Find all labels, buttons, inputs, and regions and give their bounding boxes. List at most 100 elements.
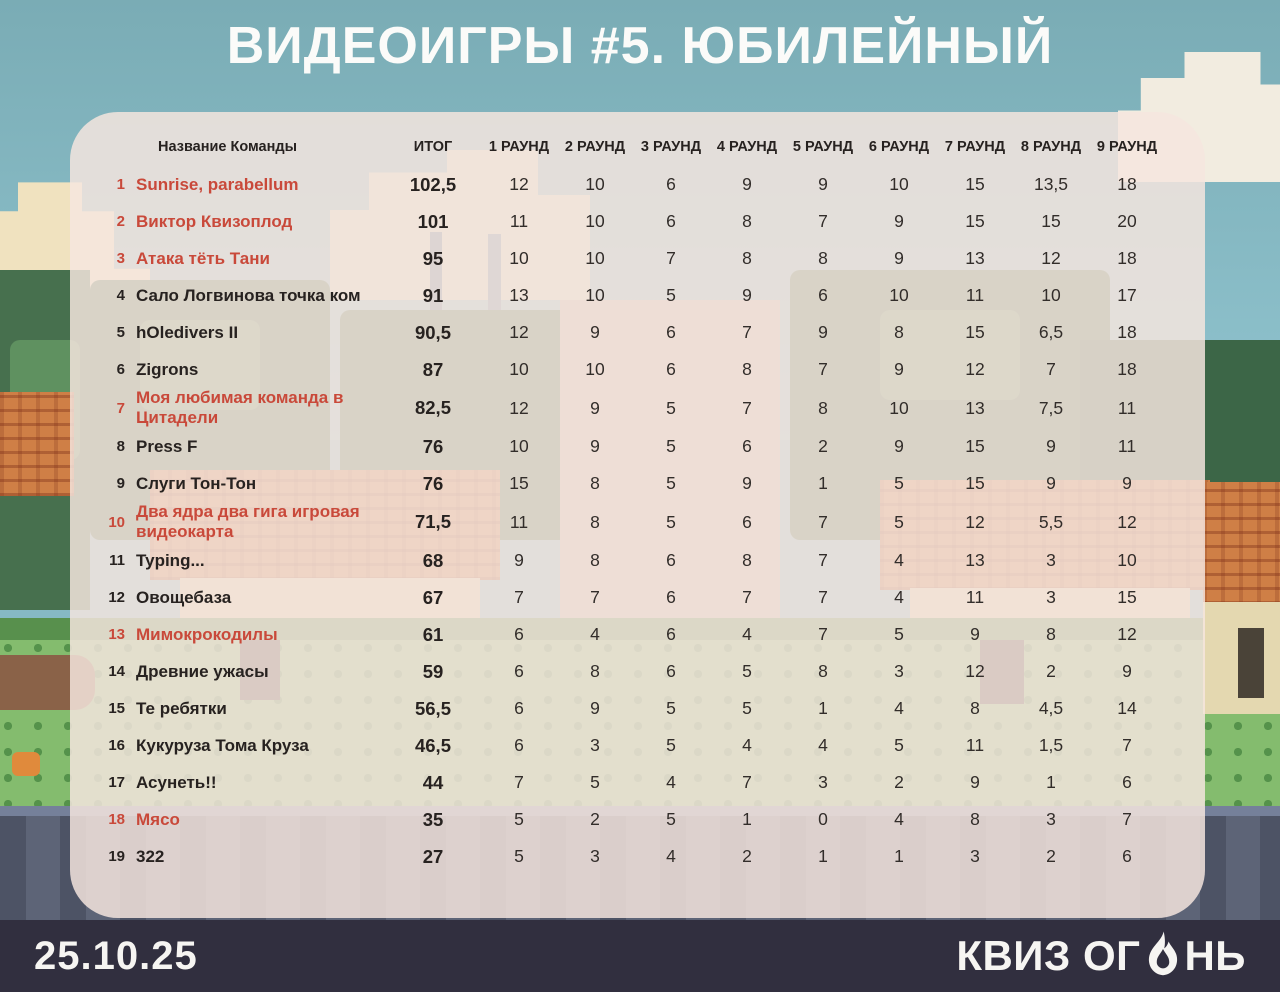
- round-score: 5: [666, 397, 676, 418]
- round-score: 7: [514, 772, 524, 792]
- logo-text-prefix: КВИЗ ОГ: [956, 932, 1141, 979]
- round-score: 8: [970, 698, 980, 718]
- round-score: 1: [818, 473, 828, 493]
- round-score: 10: [585, 248, 605, 268]
- round-score: 8: [590, 473, 600, 493]
- round-score: 6: [1122, 772, 1132, 792]
- round-score: 7: [1046, 359, 1056, 379]
- round-score: 6: [666, 661, 676, 681]
- round-score: 4: [590, 624, 600, 644]
- column-header-round: 8 РАУНД: [1020, 139, 1082, 155]
- team-total-score: 44: [422, 771, 444, 793]
- round-score: 5: [666, 473, 676, 493]
- round-score: 7: [666, 248, 676, 268]
- team-total-score: 76: [422, 472, 444, 494]
- round-score: 6: [666, 550, 676, 570]
- team-name: 322: [136, 846, 165, 866]
- column-header-round: 9 РАУНД: [1096, 139, 1158, 155]
- round-score: 12: [965, 661, 985, 681]
- column-header-round: 7 РАУНД: [944, 139, 1006, 155]
- team-total-score: 46,5: [414, 734, 451, 756]
- round-score: 10: [585, 285, 605, 305]
- team-total-score: 71,5: [414, 511, 451, 532]
- round-score: 2: [742, 846, 752, 866]
- table-row: 7 Моя любимая команда в Цитадели 82,5 12 9 5 7…: [70, 388, 1205, 428]
- round-score: 3: [1046, 809, 1056, 829]
- round-score: 6: [666, 587, 676, 607]
- team-total-score: 101: [417, 210, 449, 232]
- pumpkin: [12, 752, 40, 776]
- round-score: 6: [514, 735, 524, 755]
- team-total-score: 87: [422, 358, 444, 380]
- round-score: 4: [894, 809, 904, 829]
- team-name: Слуги Тон-Тон: [136, 473, 257, 493]
- team-rank: 11: [109, 552, 125, 569]
- round-score: 8: [818, 397, 828, 418]
- team-total-score: 61: [422, 623, 444, 645]
- round-score: 5: [666, 436, 676, 456]
- round-score: 8: [818, 661, 828, 681]
- round-score: 6: [666, 174, 676, 194]
- round-score: 9: [894, 436, 904, 456]
- round-score: 7: [818, 550, 828, 570]
- round-score: 2: [1046, 846, 1056, 866]
- table-row: 12 Овощебаза 67 7 7 6 7 7 4 11 3 15: [70, 579, 1205, 616]
- table-row: 1 Sunrise, parabellum 102,5 12 10 6 9 9 10 15 13,5…: [70, 166, 1205, 203]
- column-header-team-name: Название Команды: [158, 139, 297, 155]
- round-score: 12: [509, 322, 529, 342]
- round-score: 12: [965, 359, 985, 379]
- round-score: 8: [590, 511, 600, 532]
- team-name: Моя любимая команда в Цитадели: [136, 388, 344, 427]
- team-total-score: 56,5: [414, 697, 451, 719]
- round-score: 3: [894, 661, 904, 681]
- round-score: 7: [514, 587, 524, 607]
- table-row: 5 hOledivers II 90,5 12 9 6 7 9 8 15 6,5 18: [70, 314, 1205, 351]
- round-score: 8: [590, 661, 600, 681]
- table-row: 4 Сало Логвинова точка ком 91 13 10 5 9 6 10 11 10…: [70, 277, 1205, 314]
- round-score: 12: [1117, 511, 1137, 532]
- team-rank: 15: [108, 700, 125, 717]
- round-score: 6: [666, 322, 676, 342]
- round-score: 18: [1117, 174, 1137, 194]
- round-score: 7,5: [1038, 397, 1064, 418]
- event-date: 25.10.25: [34, 933, 198, 978]
- round-score: 17: [1117, 285, 1137, 305]
- round-score: 10: [585, 359, 605, 379]
- round-score: 9: [970, 624, 980, 644]
- round-score: 2: [818, 436, 828, 456]
- team-name: Press F: [136, 436, 198, 456]
- round-score: 4: [742, 735, 752, 755]
- column-header-round: 5 РАУНД: [792, 139, 854, 155]
- round-score: 9: [590, 698, 600, 718]
- round-score: 8: [894, 322, 904, 342]
- round-score: 6: [818, 285, 828, 305]
- table-row: 11 Typing... 68 9 8 6 8 7 4 13 3 10: [70, 542, 1205, 579]
- team-name: Те ребятки: [136, 698, 227, 718]
- round-score: 1: [818, 846, 828, 866]
- round-score: 10: [509, 359, 529, 379]
- round-score: 7: [742, 772, 752, 792]
- round-score: 10: [1041, 285, 1061, 305]
- round-score: 11: [965, 587, 985, 607]
- round-score: 3: [1046, 587, 1056, 607]
- team-rank: 16: [108, 737, 125, 754]
- round-score: 5: [666, 511, 676, 532]
- house-roof: [1203, 482, 1280, 604]
- round-score: 4: [666, 846, 676, 866]
- round-score: 5: [894, 624, 904, 644]
- round-score: 11: [1117, 436, 1137, 456]
- round-score: 5: [666, 285, 676, 305]
- round-score: 9: [1122, 473, 1132, 493]
- team-rank: 9: [116, 475, 125, 492]
- team-total-score: 76: [422, 435, 444, 457]
- round-score: 9: [970, 772, 980, 792]
- round-score: 3: [818, 772, 828, 792]
- round-score: 8: [970, 809, 980, 829]
- team-name: Кукуруза Тома Круза: [136, 735, 309, 755]
- table-row: 10 Два ядра два гига игровая видеокарта 71…: [70, 502, 1205, 542]
- column-header-round: 3 РАУНД: [640, 139, 702, 155]
- table-header-row: Название Команды ИТОГ 1 РАУНД 2 РАУНД 3 РА…: [70, 128, 1205, 166]
- team-name: Мимокрокодилы: [136, 624, 278, 644]
- round-score: 5: [742, 698, 752, 718]
- table-row: 3 Атака тёть Тани 95 10 10 7 8 8 9 13 12 18: [70, 240, 1205, 277]
